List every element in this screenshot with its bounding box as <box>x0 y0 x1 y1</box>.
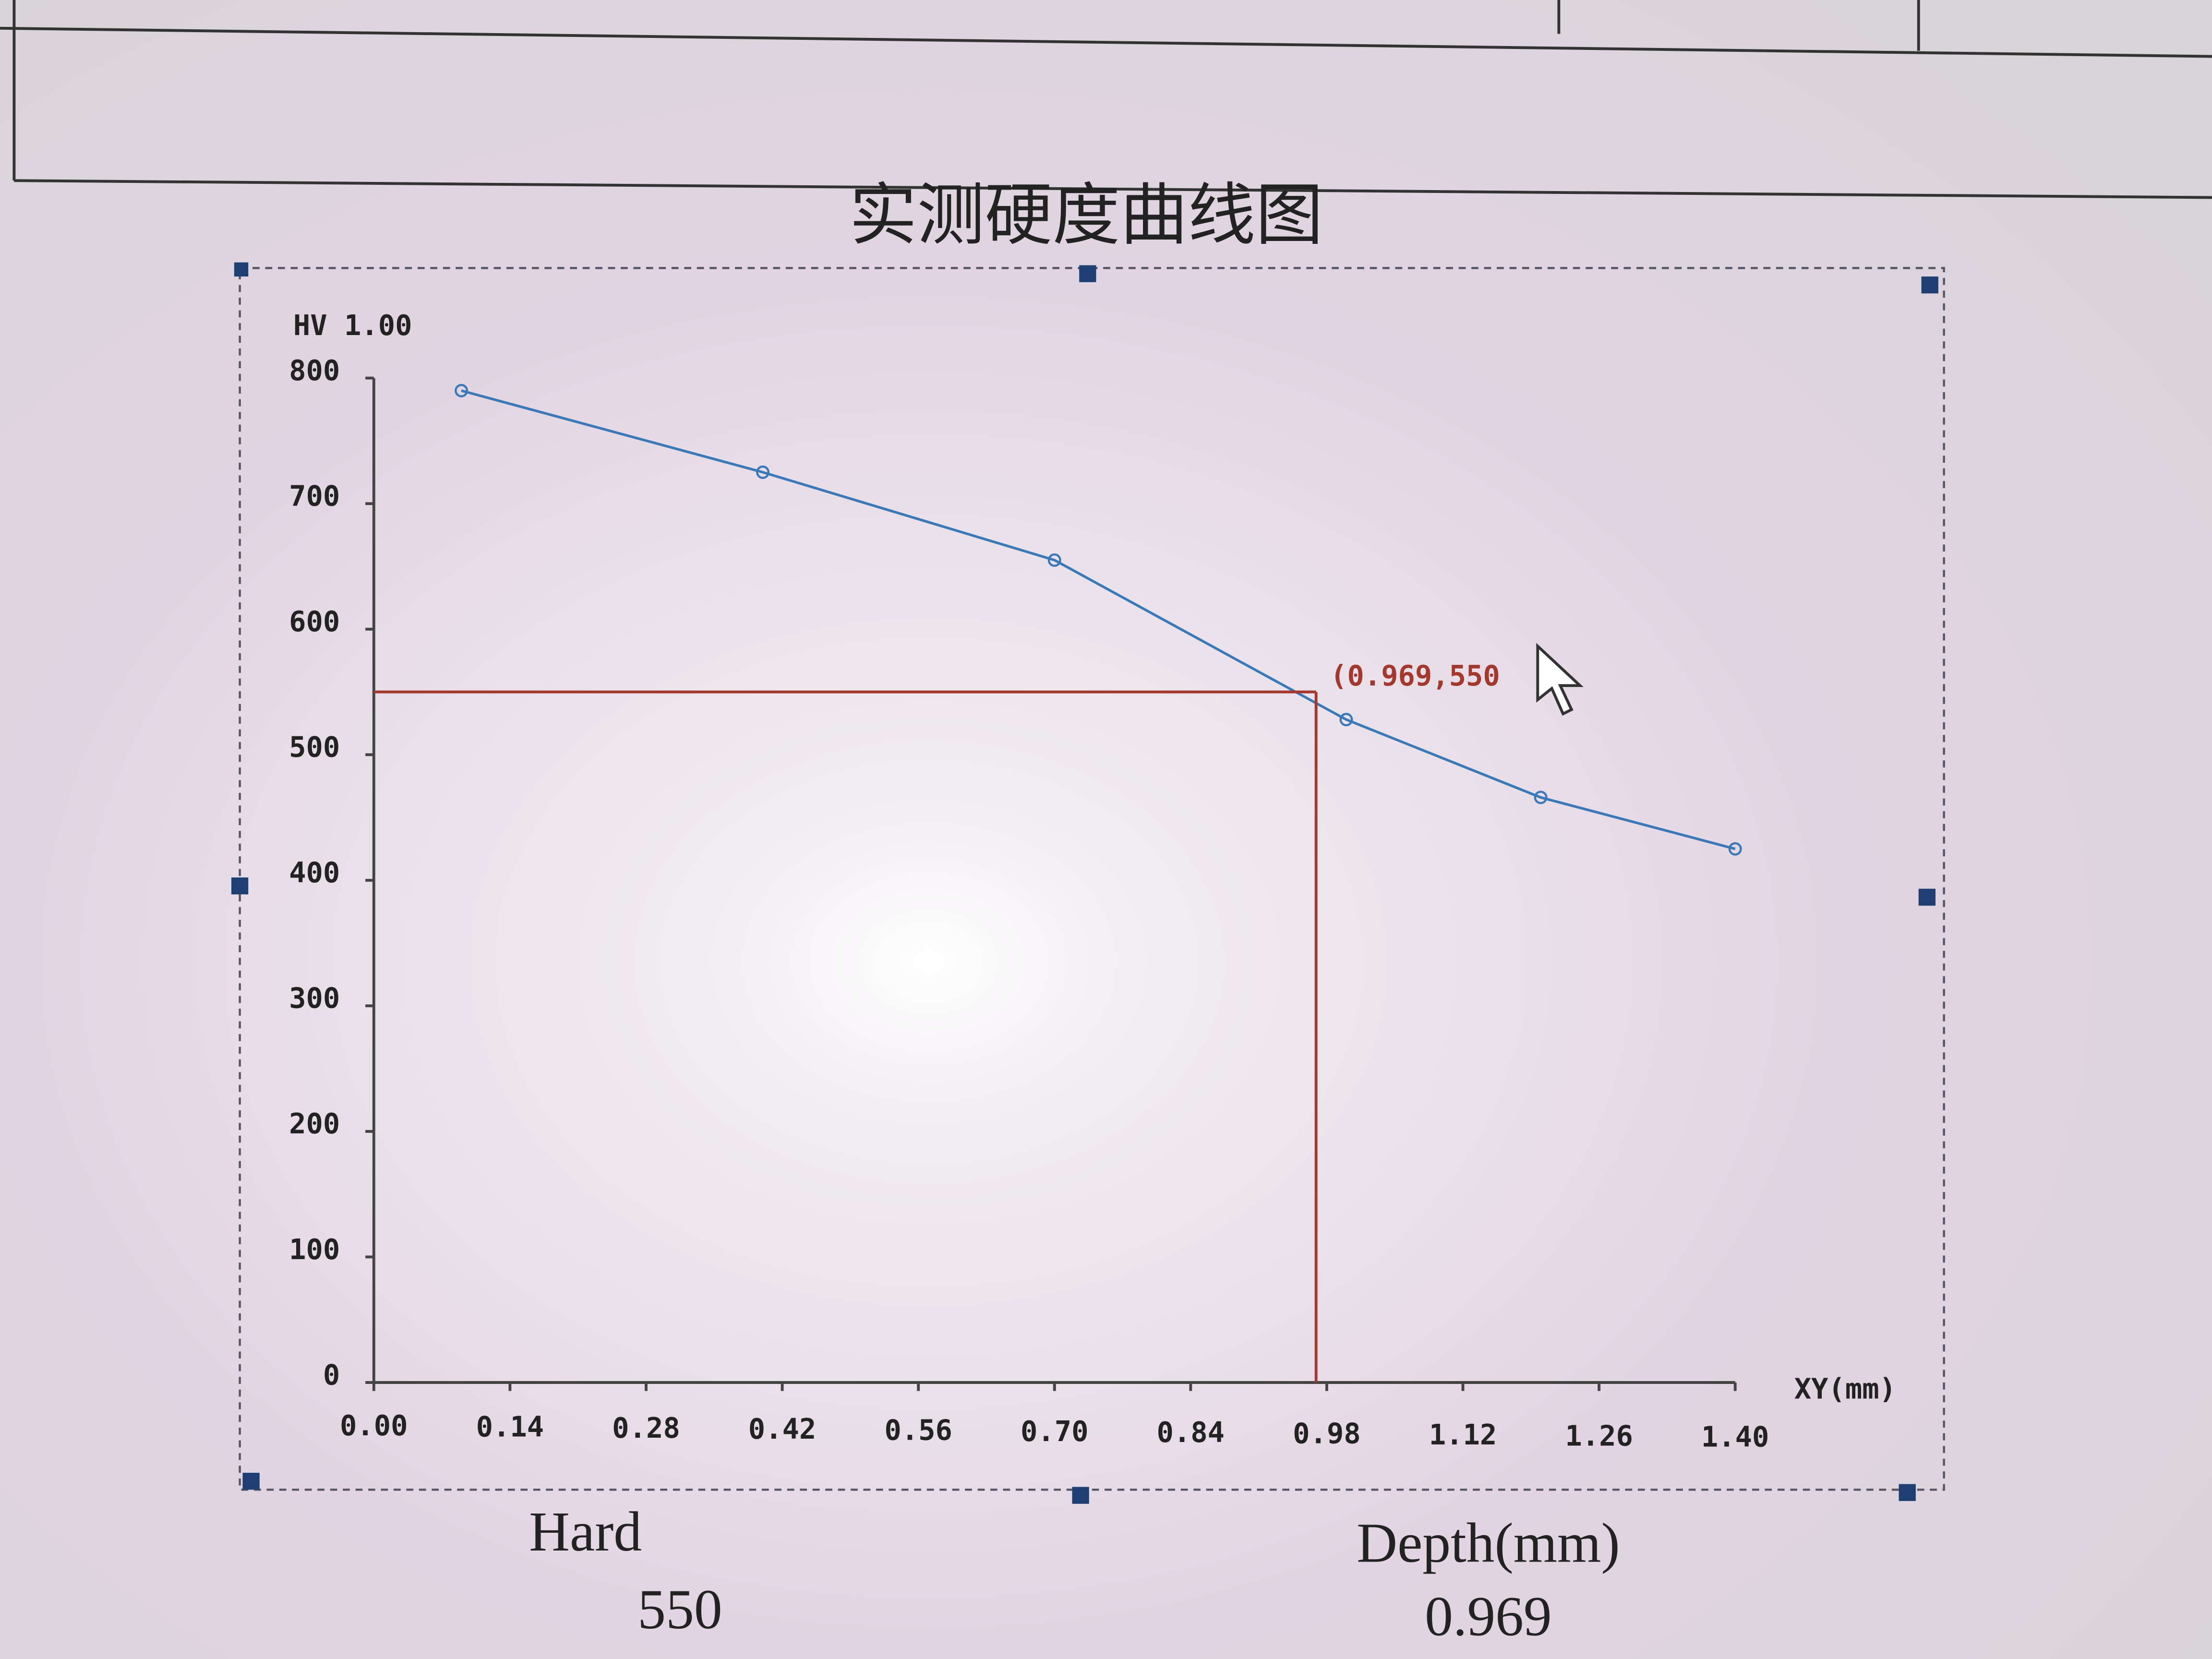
y-tick-label: 300 <box>289 982 340 1015</box>
x-tick-label: 1.26 <box>1565 1419 1633 1452</box>
x-tick-label: 0.42 <box>748 1412 817 1445</box>
frame-handles <box>231 262 1938 1504</box>
y-tick-label: 200 <box>289 1107 340 1140</box>
data-point <box>756 465 769 479</box>
x-tick-label: 0.84 <box>1157 1416 1225 1449</box>
data-point <box>1534 791 1548 805</box>
x-tick-label: 0.70 <box>1021 1415 1089 1448</box>
x-tick-label: 1.12 <box>1429 1418 1497 1451</box>
x-tick-label: 0.56 <box>884 1414 952 1447</box>
x-tick-label: 0.28 <box>612 1411 680 1444</box>
data-point <box>455 384 469 397</box>
x-tick-label: 0.14 <box>476 1410 544 1443</box>
y-tick-label: 700 <box>289 479 340 512</box>
table-lines <box>0 0 2212 199</box>
x-tick-label: 0.00 <box>340 1409 408 1442</box>
y-tick-label: 0 <box>323 1358 340 1391</box>
page-title: 实测硬度曲线图 <box>849 178 1323 253</box>
y-tick-label: 800 <box>289 354 340 387</box>
y-tick-label: 400 <box>289 856 340 889</box>
data-point <box>1047 553 1061 567</box>
mouse-cursor <box>1536 643 1584 716</box>
data-line <box>461 389 1736 850</box>
x-axis-label: XY(mm) <box>1794 1372 1896 1406</box>
x-tick-label: 1.40 <box>1701 1420 1769 1454</box>
y-tick-label: 600 <box>289 605 340 638</box>
crosshair-label: (0.969,550 <box>1330 659 1500 692</box>
hard-value: 550 <box>637 1578 722 1641</box>
x-tick-label: 0.98 <box>1293 1417 1361 1450</box>
y-axis-label: HV 1.00 <box>293 309 412 342</box>
y-tick-label: 500 <box>289 731 340 764</box>
depth-label: Depth(mm) <box>1357 1512 1620 1575</box>
data-point <box>1339 713 1353 726</box>
hard-label: Hard <box>529 1501 642 1563</box>
y-tick-label: 100 <box>289 1233 340 1266</box>
data-point <box>1728 842 1742 856</box>
depth-value: 0.969 <box>1425 1586 1551 1648</box>
